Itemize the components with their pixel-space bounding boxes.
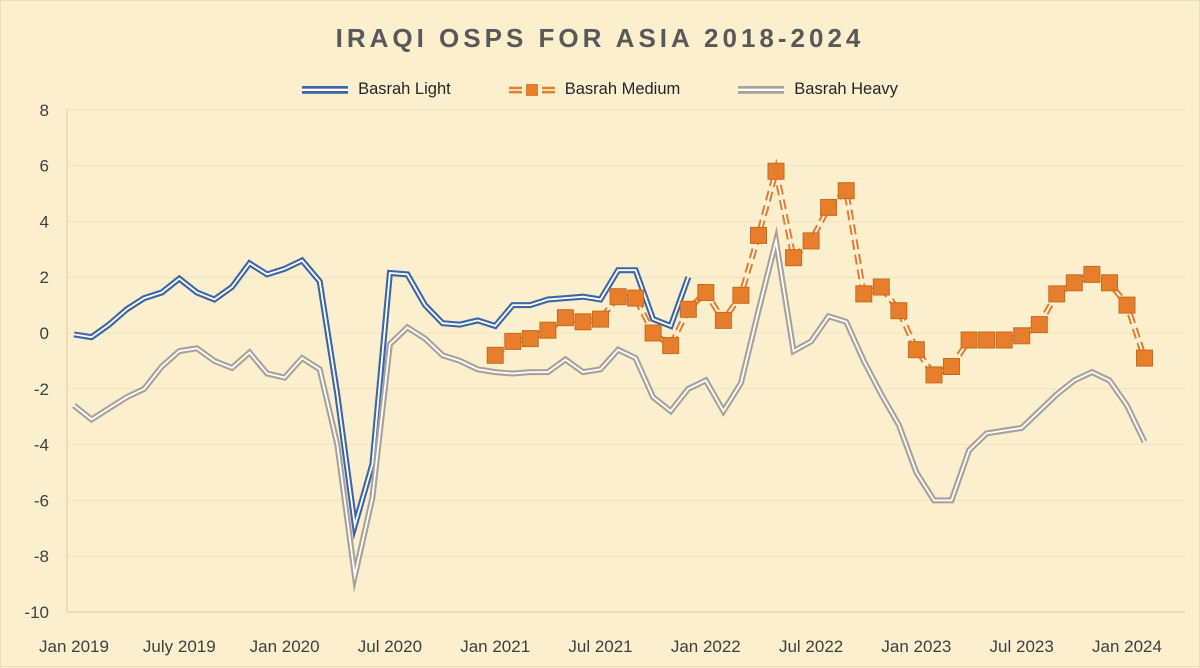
- square-marker-basrah-medium: [1136, 349, 1153, 367]
- series-line-inner-basrah-medium: [494, 167, 1146, 377]
- series-line-basrah-light: [73, 256, 692, 541]
- square-marker-basrah-medium: [521, 330, 539, 348]
- legend: Basrah Light Basrah Medium Basrah Heavy: [1, 80, 1199, 99]
- y-tick-label: 0: [40, 324, 49, 343]
- square-marker-basrah-medium: [1065, 274, 1083, 292]
- square-marker-basrah-medium: [960, 331, 978, 349]
- x-tick-label: Jul 2021: [568, 637, 632, 656]
- square-marker-basrah-medium: [925, 366, 943, 384]
- legend-item-basrah-light: Basrah Light: [302, 80, 451, 99]
- legend-item-basrah-heavy: Basrah Heavy: [738, 80, 898, 99]
- x-tick-label: Jul 2020: [358, 637, 422, 656]
- y-tick-label: -2: [34, 380, 49, 399]
- y-tick-label: 6: [40, 157, 49, 176]
- square-marker-basrah-medium: [943, 358, 960, 375]
- square-marker-basrah-medium: [609, 288, 627, 306]
- square-marker-basrah-medium: [872, 278, 890, 296]
- square-marker-basrah-medium: [907, 341, 925, 359]
- square-marker-basrah-medium: [592, 310, 609, 328]
- x-tick-label: Jan 2019: [39, 637, 109, 656]
- square-marker-basrah-medium: [486, 346, 504, 364]
- square-marker-basrah-medium: [1083, 265, 1101, 283]
- chart-title: IRAQI OSPS FOR ASIA 2018-2024: [335, 23, 865, 53]
- y-tick-label: -4: [34, 436, 49, 455]
- y-tick-label: -8: [34, 547, 49, 566]
- square-marker-basrah-medium: [662, 337, 680, 355]
- square-marker-basrah-medium: [802, 232, 820, 250]
- square-marker-basrah-medium: [539, 321, 557, 339]
- square-marker-basrah-medium: [1118, 296, 1136, 314]
- square-marker-basrah-medium: [714, 311, 732, 329]
- legend-label-basrah-light: Basrah Light: [358, 80, 451, 98]
- x-tick-label: Jul 2023: [990, 637, 1054, 656]
- square-marker-basrah-medium: [574, 313, 592, 331]
- square-marker-basrah-medium: [1101, 274, 1118, 292]
- square-marker-basrah-medium: [855, 285, 873, 303]
- square-marker-basrah-medium: [697, 284, 715, 301]
- legend-label-basrah-medium: Basrah Medium: [564, 80, 681, 98]
- square-marker-basrah-medium: [679, 300, 697, 318]
- square-marker-basrah-medium: [1013, 327, 1031, 345]
- square-marker-basrah-medium: [504, 332, 522, 350]
- square-marker-basrah-medium: [767, 162, 785, 180]
- square-marker-basrah-medium: [837, 182, 855, 200]
- x-tick-label: Jan 2022: [671, 637, 741, 656]
- x-tick-label: Jul 2022: [779, 637, 843, 656]
- series-line-inner-basrah-light: [73, 259, 690, 530]
- square-marker-basrah-medium: [627, 289, 645, 307]
- square-marker-basrah-medium: [644, 324, 662, 342]
- square-marker-basrah-medium: [820, 198, 838, 216]
- square-marker-basrah-medium: [890, 302, 908, 320]
- square-marker-basrah-medium: [978, 331, 996, 349]
- square-marker-basrah-medium: [556, 309, 574, 327]
- series-line-inner-basrah-heavy: [73, 236, 1146, 581]
- x-tick-label: July 2019: [143, 637, 216, 656]
- basrah-medium-line-swatch: [508, 83, 555, 96]
- x-tick-label: Jan 2020: [250, 637, 320, 656]
- y-tick-label: -6: [34, 491, 49, 510]
- series-line-basrah-medium: [493, 158, 1148, 379]
- square-marker-basrah-medium: [732, 286, 750, 304]
- square-marker-basrah-medium: [995, 331, 1013, 349]
- square-marker-basrah-medium: [1030, 316, 1048, 334]
- y-tick-label: 4: [40, 212, 49, 231]
- square-marker-basrah-medium: [1048, 285, 1066, 303]
- square-marker-basrah-medium: [750, 226, 767, 244]
- y-tick-label: -10: [24, 603, 49, 622]
- legend-item-basrah-medium: Basrah Medium: [508, 80, 681, 99]
- basrah-heavy-line-swatch: [738, 85, 785, 94]
- series-line-basrah-heavy: [72, 225, 1148, 593]
- square-marker-basrah-medium: [785, 249, 803, 267]
- x-tick-label: Jan 2024: [1092, 637, 1162, 656]
- y-tick-label: 8: [40, 101, 49, 120]
- legend-label-basrah-heavy: Basrah Heavy: [794, 80, 898, 98]
- y-tick-label: 2: [40, 268, 49, 287]
- basrah-light-line-swatch: [302, 85, 349, 94]
- x-tick-label: Jan 2021: [460, 637, 530, 656]
- x-tick-label: Jan 2023: [881, 637, 951, 656]
